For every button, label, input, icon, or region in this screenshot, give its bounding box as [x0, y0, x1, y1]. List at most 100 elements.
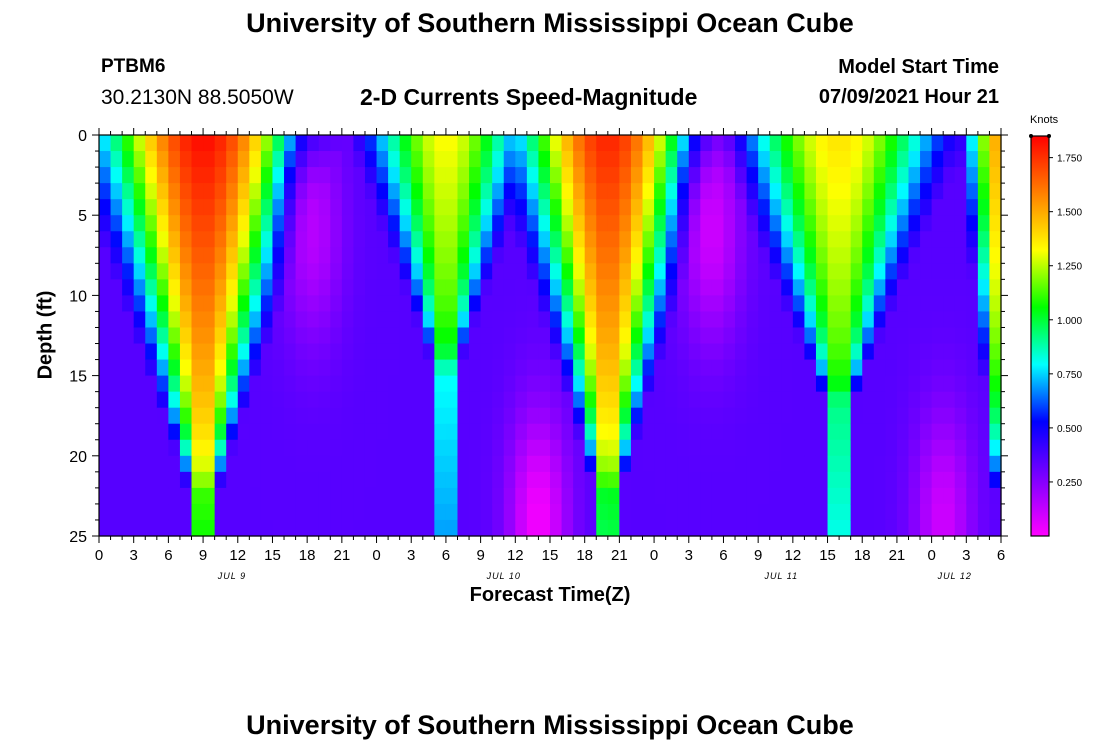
- heatmap-cell: [191, 519, 204, 537]
- heatmap-cell: [214, 407, 227, 425]
- heatmap-cell: [99, 311, 112, 329]
- heatmap-cell: [110, 471, 123, 489]
- heatmap-cell: [145, 487, 158, 505]
- heatmap-cell: [827, 375, 840, 393]
- heatmap-cell: [954, 311, 967, 329]
- heatmap-cell: [920, 471, 933, 489]
- heatmap-cell: [191, 183, 204, 200]
- heatmap-cell: [758, 231, 771, 248]
- heatmap-cell: [191, 487, 204, 505]
- heatmap-cell: [896, 295, 910, 313]
- heatmap-cell: [260, 311, 274, 329]
- heatmap-cell: [422, 279, 435, 296]
- heatmap-cell: [619, 327, 632, 345]
- heatmap-cell: [411, 439, 424, 457]
- heatmap-cell: [642, 487, 655, 505]
- heatmap-cell: [596, 407, 609, 425]
- heatmap-cell: [307, 135, 320, 152]
- heatmap-cell: [191, 247, 204, 264]
- heatmap-cell: [122, 375, 135, 393]
- heatmap-cell: [966, 455, 979, 473]
- heatmap-cell: [399, 343, 412, 361]
- heatmap-cell: [226, 135, 239, 152]
- heatmap-cell: [422, 327, 435, 345]
- heatmap-cell: [862, 183, 875, 200]
- heatmap-cell: [110, 199, 123, 216]
- heatmap-cell: [619, 167, 632, 184]
- heatmap-cell: [480, 199, 493, 216]
- heatmap-cell: [943, 295, 956, 313]
- heatmap-cell: [99, 423, 112, 441]
- heatmap-cell: [642, 231, 655, 248]
- x-tick-label: 9: [754, 547, 762, 564]
- heatmap-cell: [746, 327, 759, 345]
- heatmap-cell: [538, 215, 551, 232]
- heatmap-cell: [156, 407, 169, 425]
- heatmap-cell: [550, 503, 563, 521]
- heatmap-cell: [191, 167, 204, 184]
- heatmap-cell: [642, 455, 655, 473]
- heatmap-cell: [515, 167, 528, 184]
- heatmap-cell: [896, 279, 910, 296]
- heatmap-cell: [538, 375, 551, 393]
- heatmap-cell: [295, 279, 308, 296]
- heatmap-cell: [388, 279, 401, 296]
- heatmap-cell: [179, 407, 193, 425]
- heatmap-cell: [480, 503, 493, 521]
- heatmap-cell: [596, 439, 609, 457]
- heatmap-cell: [735, 151, 748, 168]
- heatmap-cell: [839, 167, 852, 184]
- heatmap-cell: [226, 375, 239, 393]
- heatmap-cell: [411, 503, 424, 521]
- heatmap-cell: [873, 407, 886, 425]
- heatmap-cell: [827, 295, 840, 313]
- heatmap-cell: [122, 263, 135, 280]
- heatmap-cell: [376, 407, 389, 425]
- heatmap-cell: [226, 359, 239, 377]
- heatmap-cell: [815, 503, 829, 521]
- x-tick-label: 12: [785, 547, 802, 564]
- heatmap-cell: [954, 199, 967, 216]
- heatmap-cell: [630, 503, 644, 521]
- heatmap-cell: [122, 503, 135, 521]
- heatmap-cell: [179, 471, 193, 489]
- heatmap-cell: [862, 519, 875, 537]
- heatmap-cell: [688, 519, 701, 537]
- heatmap-cell: [133, 199, 146, 216]
- heatmap-cell: [711, 151, 725, 168]
- heatmap-cell: [607, 471, 620, 489]
- heatmap-cell: [445, 487, 459, 505]
- heatmap-cell: [399, 423, 412, 441]
- heatmap-cell: [307, 167, 320, 184]
- heatmap-cell: [284, 407, 297, 425]
- heatmap-cell: [584, 327, 597, 345]
- heatmap-cell: [399, 263, 412, 280]
- heatmap-cell: [191, 199, 204, 216]
- heatmap-cell: [133, 455, 146, 473]
- heatmap-cell: [422, 247, 435, 264]
- heatmap-cell: [885, 327, 898, 345]
- heatmap-cell: [607, 503, 620, 521]
- heatmap-cell: [827, 167, 840, 184]
- heatmap-cell: [110, 407, 123, 425]
- heatmap-cell: [179, 487, 193, 505]
- heatmap-cell: [272, 391, 285, 409]
- heatmap-cell: [445, 423, 459, 441]
- heatmap-cell: [619, 135, 632, 152]
- heatmap-cell: [191, 423, 204, 441]
- heatmap-cell: [977, 215, 991, 232]
- heatmap-cell: [376, 167, 389, 184]
- heatmap-cell: [920, 359, 933, 377]
- heatmap-cell: [931, 167, 944, 184]
- x-tick-label: 18: [299, 547, 316, 564]
- chart-title: 2-D Currents Speed-Magnitude: [360, 84, 698, 110]
- heatmap-cell: [203, 167, 216, 184]
- heatmap-cell: [330, 135, 343, 152]
- heatmap-cell: [145, 471, 158, 489]
- heatmap-cell: [735, 215, 748, 232]
- heatmap-cell: [237, 231, 250, 248]
- heatmap-cell: [630, 199, 644, 216]
- heatmap-cell: [735, 359, 748, 377]
- heatmap-cell: [434, 359, 447, 377]
- heatmap-cell: [538, 359, 551, 377]
